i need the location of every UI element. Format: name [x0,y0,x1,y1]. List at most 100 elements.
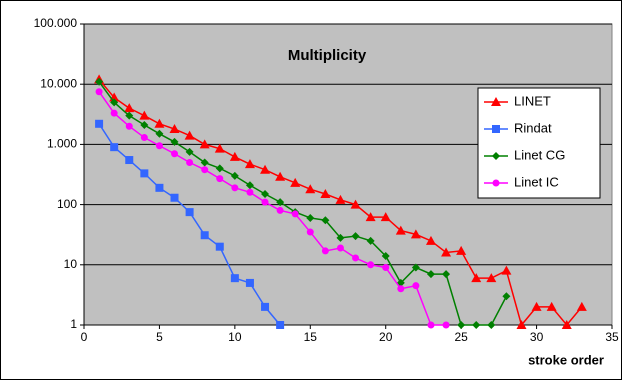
marker [95,77,104,86]
marker [336,233,345,242]
marker [140,134,148,142]
marker [291,210,299,218]
chart-title: Multiplicity [288,47,367,64]
marker [169,124,180,134]
marker [125,111,134,120]
marker [486,273,497,283]
x-tick-label: 0 [81,330,88,344]
marker [427,321,435,329]
x-tick-label: 30 [530,330,544,344]
marker [245,278,254,287]
marker [140,169,149,178]
marker [381,252,390,261]
marker [231,184,239,192]
marker [185,147,194,156]
marker [380,212,391,222]
marker [230,274,239,283]
marker [456,245,467,255]
marker [154,118,165,128]
legend-label: Linet CG [514,147,565,162]
marker [457,321,466,329]
marker [200,231,209,240]
marker [276,198,285,207]
marker [200,158,209,167]
marker [501,265,512,275]
marker [492,152,500,160]
marker [170,137,179,146]
legend-label: Rindat [514,120,552,135]
marker [244,159,255,169]
series-line [98,81,508,326]
marker [516,320,527,329]
marker [412,282,420,290]
marker [531,301,542,311]
x-tick-label: 10 [228,330,242,344]
marker [139,110,150,120]
marker [365,212,376,222]
marker [261,198,269,206]
y-tick-label: 100.000 [34,16,78,30]
marker [546,301,557,311]
legend-label: Linet IC [514,174,559,189]
marker [184,130,195,140]
marker [95,88,103,96]
marker [366,236,375,245]
marker [306,213,315,222]
marker [350,199,361,209]
marker [576,301,587,311]
marker [199,139,210,149]
marker [305,184,316,194]
marker [426,270,435,279]
marker [110,143,119,152]
marker [125,122,133,130]
marker [155,142,163,150]
marker [125,156,134,165]
marker [201,166,209,174]
marker [124,103,135,113]
marker [140,121,149,130]
marker [290,177,301,187]
x-tick-label: 20 [379,330,393,344]
marker [95,119,104,128]
marker [214,143,225,153]
marker [215,242,224,251]
marker [397,285,405,293]
marker [230,171,239,180]
marker [367,261,375,269]
marker [110,98,119,107]
marker [306,228,314,236]
marker [321,247,329,255]
legend-label: LINET [514,93,551,108]
marker [110,109,118,117]
y-tick-label: 1 [70,317,77,331]
marker [246,188,254,196]
marker [411,263,420,272]
marker [170,193,179,202]
marker [260,164,271,174]
marker [229,151,240,161]
x-tick-label: 5 [156,330,163,344]
marker [491,97,501,106]
marker [320,188,331,198]
marker [186,159,194,167]
marker [487,321,496,329]
legend-box [477,87,601,199]
marker [275,171,286,181]
marker [442,270,451,279]
x-tick-label: 15 [304,330,318,344]
y-tick-label: 10 [64,257,78,271]
marker [471,273,482,283]
x-tick-label: 35 [605,330,619,344]
marker [321,216,330,225]
y-tick-label: 100 [57,197,77,211]
marker [492,125,500,133]
marker [502,292,511,301]
marker [335,194,346,204]
marker [155,129,164,138]
y-tick-label: 10.000 [40,76,77,90]
marker [410,229,421,239]
x-axis-label: stroke order [528,352,604,367]
marker [185,208,194,217]
